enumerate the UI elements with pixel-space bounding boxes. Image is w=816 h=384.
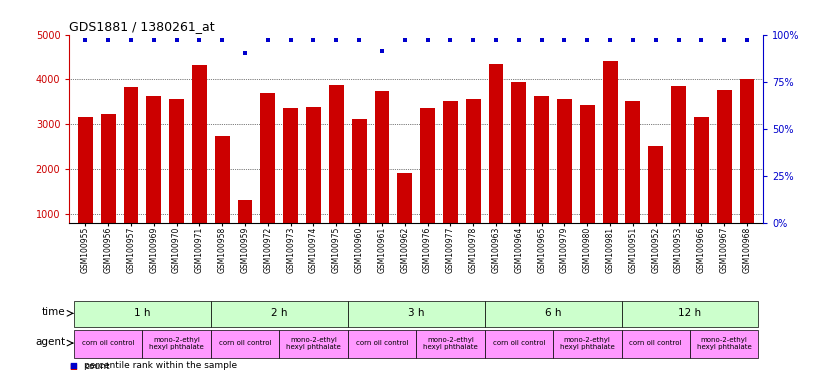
- Bar: [443, 101, 458, 258]
- Text: mono-2-ethyl
hexyl phthalate: mono-2-ethyl hexyl phthalate: [423, 336, 477, 349]
- Bar: [260, 93, 275, 258]
- Bar: [192, 66, 206, 258]
- Bar: [671, 86, 686, 258]
- Point: [147, 37, 160, 43]
- Point: [467, 37, 480, 43]
- Bar: [416, 330, 485, 358]
- Point: [421, 37, 434, 43]
- Point: [353, 37, 366, 43]
- Text: 12 h: 12 h: [678, 308, 702, 318]
- Point: [284, 37, 297, 43]
- Point: [444, 37, 457, 43]
- Text: count: count: [84, 362, 109, 371]
- Text: ■: ■: [69, 362, 78, 371]
- Bar: [485, 301, 622, 327]
- Bar: [420, 108, 435, 258]
- Point: [535, 37, 548, 43]
- Point: [650, 37, 663, 43]
- Bar: [211, 301, 348, 327]
- Point: [261, 37, 274, 43]
- Bar: [74, 301, 211, 327]
- Bar: [215, 136, 229, 258]
- Bar: [169, 99, 184, 258]
- Point: [307, 37, 320, 43]
- Point: [581, 37, 594, 43]
- Text: corn oil control: corn oil control: [493, 340, 545, 346]
- Bar: [348, 330, 416, 358]
- Text: mono-2-ethyl
hexyl phthalate: mono-2-ethyl hexyl phthalate: [149, 336, 204, 349]
- Point: [170, 37, 183, 43]
- Bar: [100, 114, 116, 258]
- Point: [627, 37, 640, 43]
- Point: [215, 37, 228, 43]
- Text: 1 h: 1 h: [134, 308, 151, 318]
- Point: [330, 37, 343, 43]
- Point: [375, 48, 388, 55]
- Bar: [485, 330, 553, 358]
- Text: 2 h: 2 h: [271, 308, 287, 318]
- Bar: [553, 330, 622, 358]
- Point: [604, 37, 617, 43]
- Text: ■: ■: [69, 361, 78, 370]
- Bar: [78, 118, 93, 258]
- Text: corn oil control: corn oil control: [356, 340, 408, 346]
- Bar: [142, 330, 211, 358]
- Text: mono-2-ethyl
hexyl phthalate: mono-2-ethyl hexyl phthalate: [286, 336, 341, 349]
- Bar: [279, 330, 348, 358]
- Bar: [622, 301, 758, 327]
- Bar: [375, 91, 389, 258]
- Text: agent: agent: [35, 337, 65, 347]
- Bar: [211, 330, 279, 358]
- Point: [238, 50, 251, 56]
- Text: GDS1881 / 1380261_at: GDS1881 / 1380261_at: [69, 20, 215, 33]
- Point: [124, 37, 137, 43]
- Point: [193, 37, 206, 43]
- Bar: [352, 119, 366, 258]
- Bar: [512, 82, 526, 258]
- Bar: [397, 174, 412, 258]
- Text: time: time: [42, 307, 65, 317]
- Bar: [74, 330, 142, 358]
- Bar: [690, 330, 758, 358]
- Text: 6 h: 6 h: [545, 308, 561, 318]
- Bar: [123, 86, 139, 258]
- Bar: [739, 79, 755, 258]
- Point: [740, 37, 753, 43]
- Bar: [557, 99, 572, 258]
- Bar: [146, 96, 162, 258]
- Bar: [580, 105, 595, 258]
- Bar: [306, 107, 321, 258]
- Text: mono-2-ethyl
hexyl phthalate: mono-2-ethyl hexyl phthalate: [560, 336, 614, 349]
- Bar: [603, 61, 618, 258]
- Bar: [489, 64, 503, 258]
- Point: [79, 37, 92, 43]
- Point: [102, 37, 115, 43]
- Bar: [237, 200, 252, 258]
- Point: [717, 37, 730, 43]
- Text: mono-2-ethyl
hexyl phthalate: mono-2-ethyl hexyl phthalate: [697, 336, 752, 349]
- Text: corn oil control: corn oil control: [82, 340, 135, 346]
- Text: 3 h: 3 h: [408, 308, 424, 318]
- Point: [672, 37, 685, 43]
- Bar: [694, 117, 709, 258]
- Bar: [716, 90, 732, 258]
- Point: [398, 37, 411, 43]
- Text: corn oil control: corn oil control: [629, 340, 682, 346]
- Point: [490, 37, 503, 43]
- Text: corn oil control: corn oil control: [219, 340, 271, 346]
- Bar: [283, 108, 298, 258]
- Point: [512, 37, 526, 43]
- Point: [558, 37, 571, 43]
- Point: [695, 37, 708, 43]
- Bar: [626, 101, 641, 258]
- Bar: [329, 85, 344, 258]
- Bar: [534, 96, 549, 258]
- Bar: [648, 146, 663, 258]
- Bar: [348, 301, 485, 327]
- Bar: [622, 330, 690, 358]
- Text: percentile rank within the sample: percentile rank within the sample: [84, 361, 237, 370]
- Bar: [466, 99, 481, 258]
